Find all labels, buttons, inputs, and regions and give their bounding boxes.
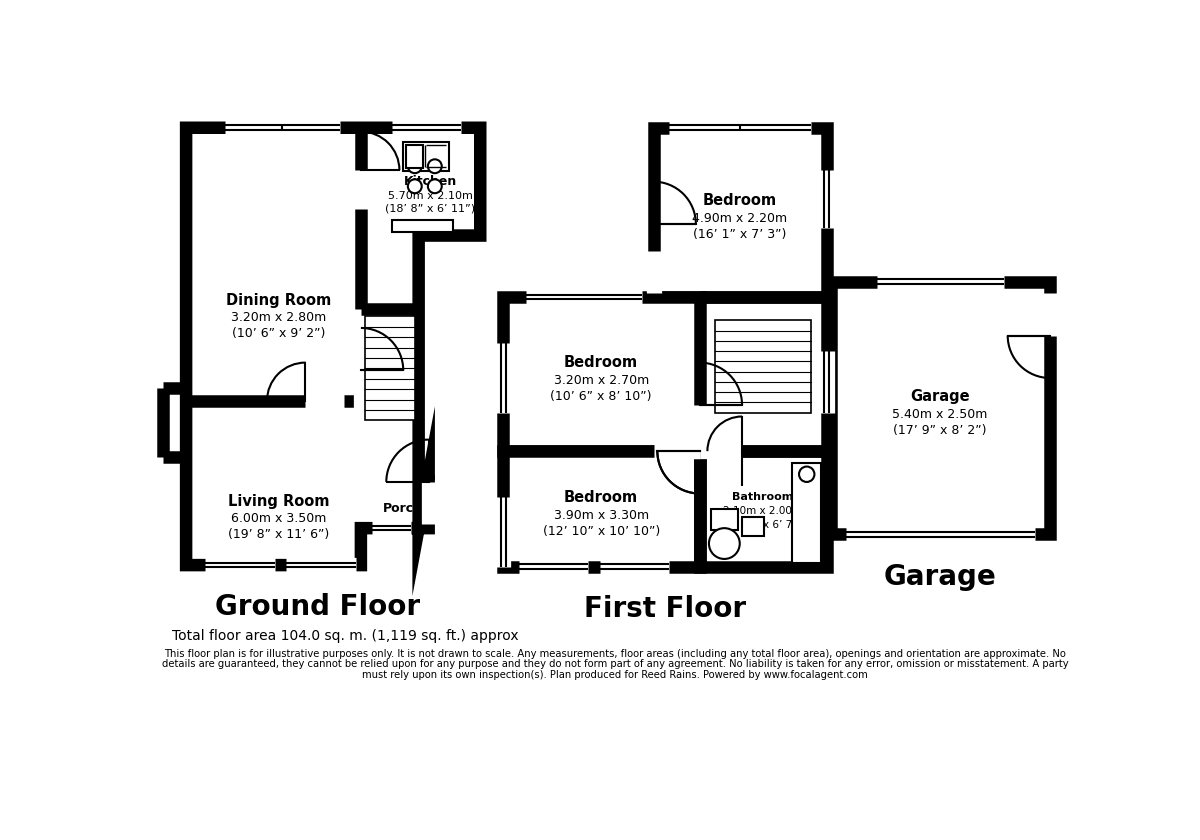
Text: must rely upon its own inspection(s). Plan produced for Reed Rains. Powered by w: must rely upon its own inspection(s). Pl… bbox=[362, 670, 868, 680]
Text: First Floor: First Floor bbox=[584, 595, 746, 623]
Text: Garage: Garage bbox=[910, 389, 970, 404]
Text: (10’ 6” x 9’ 2”): (10’ 6” x 9’ 2”) bbox=[232, 327, 325, 340]
Circle shape bbox=[709, 528, 739, 559]
Bar bbox=[391, 220, 454, 232]
Bar bbox=[715, 320, 811, 412]
Text: (6’ 11” x 6’ 7”): (6’ 11” x 6’ 7”) bbox=[724, 519, 802, 529]
Polygon shape bbox=[186, 128, 480, 565]
Text: 3.90m x 3.30m: 3.90m x 3.30m bbox=[553, 508, 649, 522]
Text: 5.70m x 2.10m: 5.70m x 2.10m bbox=[388, 191, 473, 201]
Text: Total floor area 104.0 sq. m. (1,119 sq. ft.) approx: Total floor area 104.0 sq. m. (1,119 sq.… bbox=[173, 629, 518, 643]
Circle shape bbox=[428, 160, 442, 173]
Text: (10’ 6” x 8’ 10”): (10’ 6” x 8’ 10”) bbox=[551, 390, 652, 403]
Text: 6.00m x 3.50m: 6.00m x 3.50m bbox=[230, 512, 326, 525]
Text: Bedroom: Bedroom bbox=[564, 355, 638, 370]
Circle shape bbox=[428, 179, 442, 193]
Circle shape bbox=[408, 160, 421, 173]
Bar bbox=[700, 451, 827, 567]
Text: 3.20m x 2.70m: 3.20m x 2.70m bbox=[553, 374, 649, 386]
Text: Porch: Porch bbox=[383, 502, 422, 516]
Text: Kitchen: Kitchen bbox=[403, 176, 457, 188]
Text: Dining Room: Dining Room bbox=[226, 293, 331, 308]
Text: This floor plan is for illustrative purposes only. It is not drawn to scale. Any: This floor plan is for illustrative purp… bbox=[164, 648, 1066, 659]
Text: 5.40m x 2.50m: 5.40m x 2.50m bbox=[893, 407, 988, 421]
Text: (12’ 10” x 10’ 10”): (12’ 10” x 10’ 10”) bbox=[542, 525, 660, 538]
Bar bbox=[403, 142, 450, 171]
Bar bbox=[503, 451, 700, 567]
Text: details are guaranteed, they cannot be relied upon for any purpose and they do n: details are guaranteed, they cannot be r… bbox=[162, 659, 1068, 669]
Text: 4.90m x 2.20m: 4.90m x 2.20m bbox=[692, 213, 787, 225]
Circle shape bbox=[408, 179, 421, 193]
Bar bbox=[742, 517, 763, 536]
Text: (17’ 9” x 8’ 2”): (17’ 9” x 8’ 2”) bbox=[893, 424, 986, 437]
Bar bbox=[712, 509, 738, 531]
Text: Bathroom: Bathroom bbox=[732, 492, 793, 502]
Bar bbox=[407, 144, 424, 168]
Text: 2.10m x 2.00m: 2.10m x 2.00m bbox=[724, 507, 803, 517]
Text: Living Room: Living Room bbox=[228, 494, 329, 509]
Text: Bedroom: Bedroom bbox=[564, 490, 638, 505]
Text: (18’ 8” x 6’ 11”): (18’ 8” x 6’ 11”) bbox=[385, 203, 475, 213]
Bar bbox=[503, 297, 700, 451]
Text: Garage: Garage bbox=[883, 563, 996, 591]
Bar bbox=[830, 281, 1050, 534]
Bar bbox=[365, 317, 415, 420]
Bar bbox=[654, 128, 827, 297]
Text: (19’ 8” x 11’ 6”): (19’ 8” x 11’ 6”) bbox=[228, 528, 329, 541]
Text: Ground Floor: Ground Floor bbox=[215, 593, 420, 622]
Text: Bedroom: Bedroom bbox=[703, 193, 776, 208]
Text: (16’ 1” x 7’ 3”): (16’ 1” x 7’ 3”) bbox=[694, 228, 786, 241]
Bar bbox=[792, 463, 821, 563]
Circle shape bbox=[799, 466, 815, 482]
Text: 3.20m x 2.80m: 3.20m x 2.80m bbox=[230, 312, 326, 324]
